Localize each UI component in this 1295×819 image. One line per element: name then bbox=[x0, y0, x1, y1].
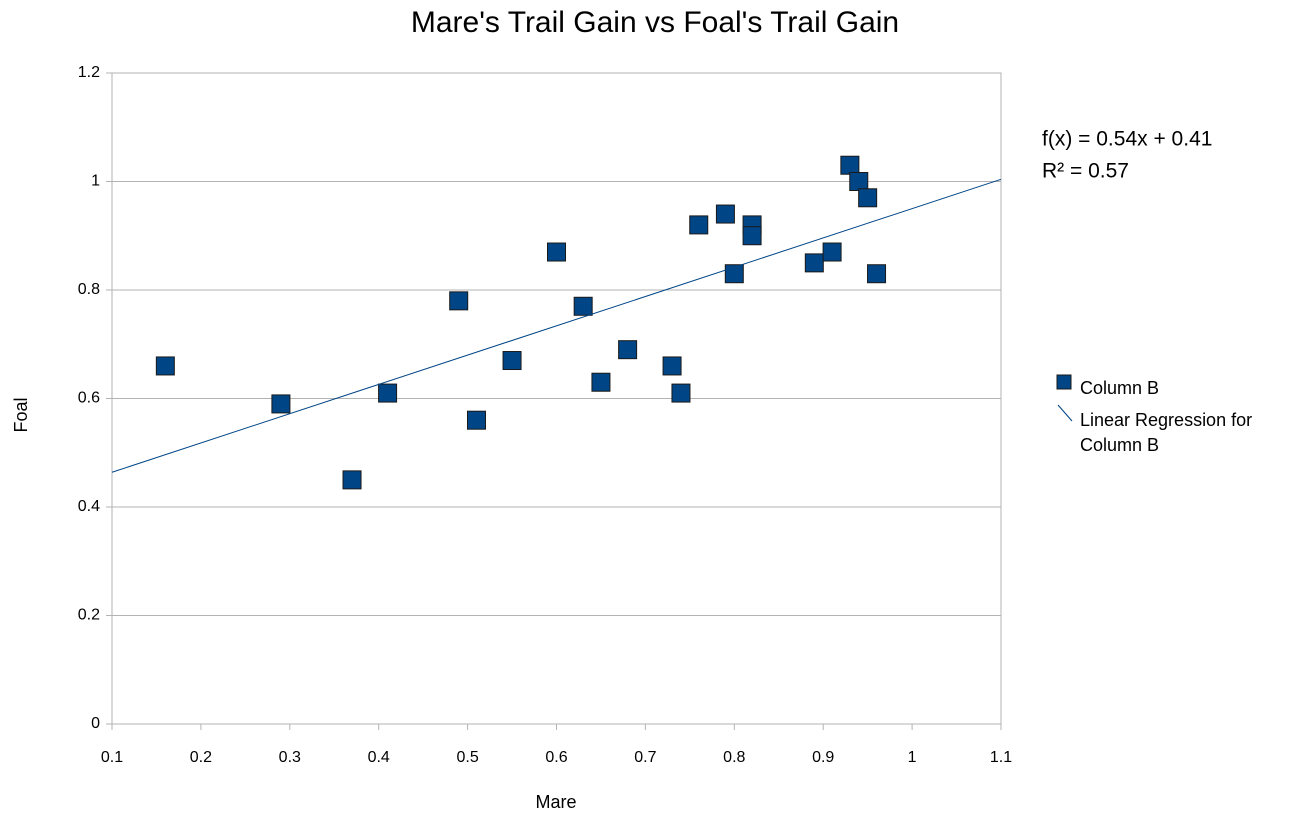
point bbox=[466, 410, 486, 430]
point bbox=[671, 383, 691, 403]
x-tick-label: 0.1 bbox=[101, 749, 123, 766]
x-tick-label: 0.7 bbox=[634, 749, 656, 766]
point bbox=[271, 394, 291, 414]
point bbox=[742, 226, 762, 246]
y-tick-label: 0 bbox=[91, 715, 100, 732]
point bbox=[858, 188, 878, 208]
trend-equation: f(x) = 0.54x + 0.41 bbox=[1042, 128, 1212, 151]
point bbox=[155, 356, 175, 376]
point bbox=[867, 264, 887, 284]
point bbox=[547, 242, 566, 262]
legend-marker bbox=[1056, 374, 1072, 390]
point bbox=[662, 356, 682, 376]
point bbox=[378, 383, 398, 403]
y-tick-label: 1.2 bbox=[78, 64, 100, 81]
point bbox=[342, 470, 362, 490]
legend-line bbox=[1057, 404, 1073, 422]
y-tick-label: 0.8 bbox=[78, 281, 100, 298]
point bbox=[724, 264, 744, 284]
point bbox=[573, 296, 593, 316]
point bbox=[822, 242, 842, 262]
x-tick-label: 0.4 bbox=[368, 749, 390, 766]
x-tick-label: 1.1 bbox=[990, 749, 1012, 766]
x-tick-label: 1 bbox=[908, 749, 917, 766]
y-tick-label: 0.2 bbox=[78, 607, 100, 624]
x-tick-label: 0.2 bbox=[190, 749, 212, 766]
x-axis-title: Mare bbox=[535, 792, 576, 812]
x-tick-label: 0.9 bbox=[812, 749, 834, 766]
plot-frame bbox=[111, 72, 1002, 725]
legend-label: Linear Regression for Column B bbox=[1080, 410, 1253, 455]
chart-title: Mare's Trail Gain vs Foal's Trail Gain bbox=[411, 6, 899, 39]
trend-line bbox=[111, 178, 1002, 473]
x-tick-label: 0.5 bbox=[456, 749, 478, 766]
point bbox=[591, 372, 611, 392]
point bbox=[618, 340, 638, 360]
x-tick-label: 0.6 bbox=[545, 749, 567, 766]
point bbox=[502, 351, 522, 371]
point bbox=[804, 253, 824, 273]
point bbox=[849, 172, 869, 191]
y-tick-label: 1 bbox=[91, 173, 100, 190]
x-tick-label: 0.8 bbox=[723, 749, 745, 766]
point bbox=[689, 215, 709, 235]
y-tick-label: 0.4 bbox=[78, 498, 100, 515]
point bbox=[449, 291, 469, 311]
y-tick-label: 0.6 bbox=[78, 390, 100, 407]
point bbox=[715, 204, 735, 224]
x-tick-label: 0.3 bbox=[279, 749, 301, 766]
y-axis-title: Foal bbox=[11, 397, 31, 432]
legend-label: Column B bbox=[1080, 378, 1159, 398]
point bbox=[840, 155, 860, 175]
trend-r-squared: R² = 0.57 bbox=[1042, 160, 1129, 183]
